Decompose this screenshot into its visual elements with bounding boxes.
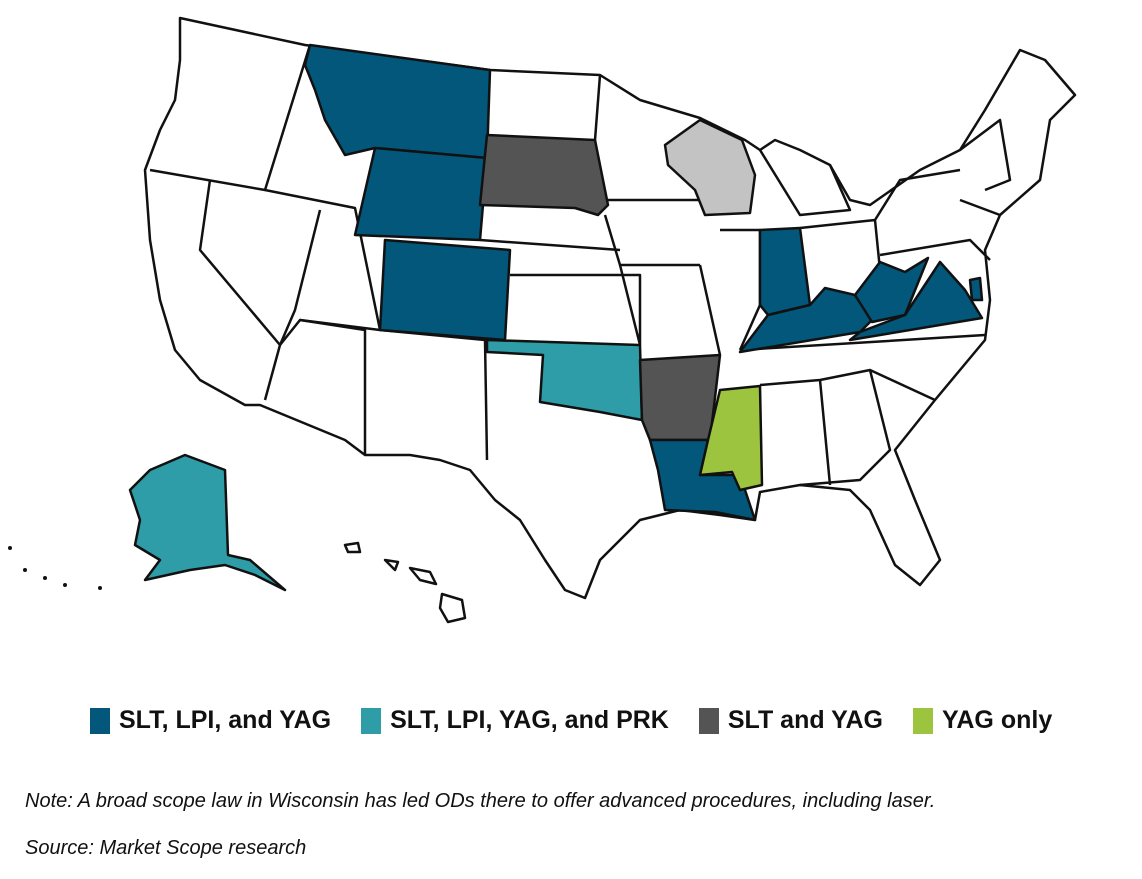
source-text: Source: Market Scope research bbox=[25, 837, 307, 859]
legend-label: SLT, LPI, YAG, and PRK bbox=[390, 706, 669, 734]
legend-swatch bbox=[698, 707, 719, 734]
legend-label: YAG only bbox=[942, 706, 1053, 734]
legend-label: SLT and YAG bbox=[727, 706, 883, 734]
state-wisconsin bbox=[663, 118, 757, 217]
legend-swatch bbox=[90, 707, 110, 734]
state-wyoming bbox=[353, 146, 489, 242]
legend-item: YAG only bbox=[913, 706, 1052, 735]
state-oklahoma bbox=[485, 338, 644, 422]
legend-item: SLT and YAG bbox=[698, 706, 883, 735]
state-montana bbox=[303, 43, 492, 160]
hawaii bbox=[343, 541, 467, 624]
state-arkansas bbox=[638, 353, 722, 442]
state-west-virginia bbox=[853, 256, 930, 324]
state-virginia bbox=[848, 260, 984, 342]
legend-item: SLT, LPI, YAG, and PRK bbox=[361, 706, 669, 735]
note-text: Note: A broad scope law in Wisconsin has… bbox=[25, 790, 936, 812]
state-alaska bbox=[128, 453, 287, 592]
legend-swatch bbox=[913, 707, 933, 734]
legend: SLT, LPI, and YAG SLT, LPI, YAG, and PRK… bbox=[90, 706, 1082, 735]
aleutian-islands bbox=[8, 546, 102, 590]
state-south-dakota bbox=[478, 133, 610, 217]
legend-item: SLT, LPI, and YAG bbox=[90, 706, 331, 735]
state-indiana bbox=[758, 226, 812, 317]
us-map bbox=[8, 16, 1077, 624]
legend-swatch bbox=[361, 707, 382, 734]
state-delaware bbox=[968, 276, 984, 302]
state-colorado bbox=[378, 238, 512, 342]
state-mississippi bbox=[698, 384, 764, 492]
legend-label: SLT, LPI, and YAG bbox=[119, 706, 332, 734]
